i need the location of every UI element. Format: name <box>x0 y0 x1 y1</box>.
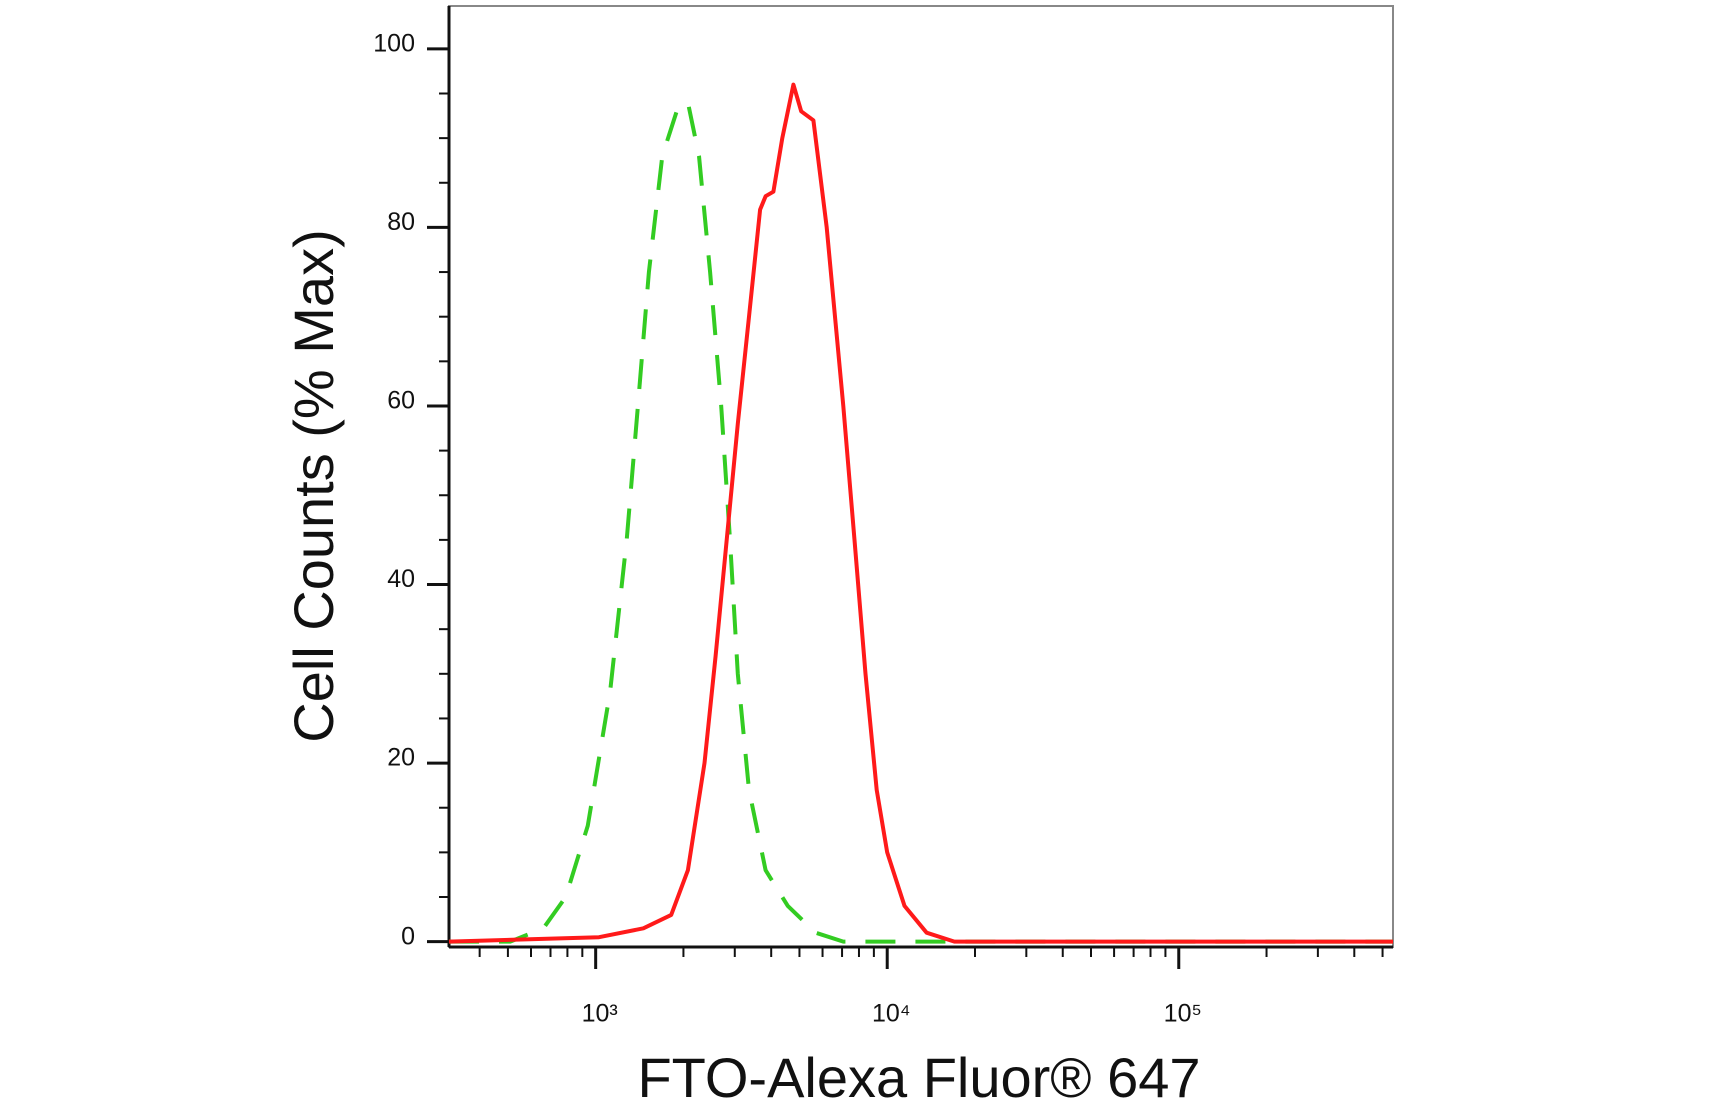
histogram-line <box>449 100 1393 944</box>
y-tick-label: 80 <box>387 208 415 236</box>
y-tick-label: 100 <box>373 29 415 57</box>
y-tick-label: 0 <box>401 922 415 950</box>
x-axis-title: FTO-Alexa Fluor® 647 <box>637 1046 1200 1109</box>
y-tick-label: 20 <box>387 744 415 772</box>
y-tick-label: 40 <box>387 565 415 593</box>
x-tick-label: 10⁴ <box>872 1000 911 1028</box>
plot-frame <box>448 5 1394 948</box>
y-tick-label: 60 <box>387 387 415 415</box>
x-tick-label: 10³ <box>582 1000 618 1028</box>
y-axis-title: Cell Counts (% Max) <box>282 229 345 742</box>
histogram-line <box>448 82 1393 944</box>
x-tick-label: 10⁵ <box>1164 1000 1202 1028</box>
